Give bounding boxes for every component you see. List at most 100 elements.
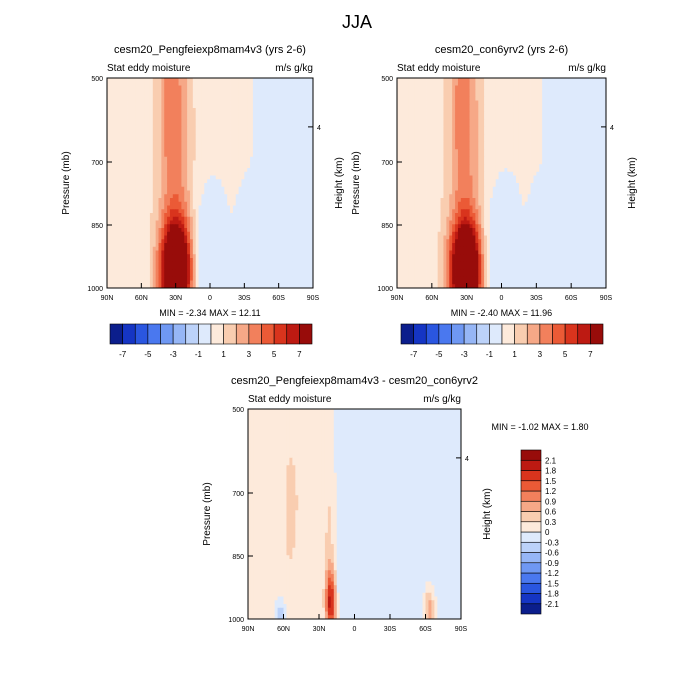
field-cell: [189, 93, 194, 98]
field-cell: [307, 280, 311, 285]
field-cell: [310, 220, 314, 225]
field-cell: [492, 100, 497, 105]
field-cell: [144, 246, 148, 251]
field-cell: [201, 123, 205, 128]
field-cell: [118, 254, 122, 259]
field-cell: [195, 205, 199, 210]
field-cell: [437, 100, 441, 105]
field-cell: [281, 265, 285, 270]
field-cell: [218, 115, 222, 120]
field-cell: [158, 100, 162, 105]
field-cell: [492, 78, 497, 83]
field-cell: [212, 186, 217, 191]
field-cell: [275, 149, 280, 154]
field-cell: [310, 235, 314, 240]
field-cell: [149, 231, 154, 236]
field-cell: [250, 273, 254, 278]
field-cell: [469, 78, 473, 83]
field-cell: [189, 228, 194, 233]
field-cell: [443, 104, 447, 109]
field-cell: [212, 104, 217, 109]
field-cell: [121, 130, 125, 135]
field-cell: [250, 130, 254, 135]
field-cell: [258, 108, 262, 113]
field-cell: [138, 149, 142, 154]
field-cell: [161, 153, 165, 158]
field-cell: [227, 228, 231, 233]
field-cell: [307, 213, 311, 218]
field-cell: [224, 205, 228, 210]
field-cell: [189, 126, 194, 131]
field-cell: [527, 119, 531, 124]
field-cell: [574, 89, 578, 94]
field-cell: [270, 138, 274, 143]
field-cell: [152, 153, 157, 158]
field-cell: [232, 228, 237, 233]
field-cell: [198, 224, 202, 229]
field-cell: [446, 100, 450, 105]
field-cell: [135, 123, 139, 128]
field-cell: [261, 119, 265, 124]
field-cell: [212, 119, 217, 124]
field-cell: [230, 179, 234, 184]
field-cell: [212, 171, 217, 176]
field-cell: [169, 89, 174, 94]
field-cell: [210, 160, 214, 165]
field-cell: [144, 89, 148, 94]
field-cell: [284, 78, 288, 83]
field-cell: [307, 164, 311, 169]
field-cell: [434, 123, 439, 128]
field-cell: [115, 171, 119, 176]
field-cell: [270, 179, 274, 184]
field-cell: [600, 115, 604, 120]
field-cell: [187, 100, 191, 105]
field-cell: [278, 220, 282, 225]
field-cell: [184, 168, 188, 173]
field-cell: [571, 85, 575, 90]
field-cell: [172, 273, 177, 278]
field-cell: [218, 265, 222, 270]
field-cell: [244, 235, 248, 240]
field-cell: [440, 119, 444, 124]
field-cell: [261, 104, 265, 109]
field-cell: [295, 100, 300, 105]
field-cell: [304, 100, 308, 105]
field-cell: [232, 235, 237, 240]
field-cell: [232, 194, 237, 199]
field-cell: [230, 100, 234, 105]
field-cell: [109, 183, 114, 188]
field-cell: [115, 280, 119, 285]
field-cell: [181, 186, 185, 191]
field-cell: [252, 201, 257, 206]
field-cell: [107, 100, 111, 105]
field-cell: [109, 123, 114, 128]
field-cell: [437, 123, 441, 128]
field-cell: [516, 108, 520, 113]
field-cell: [501, 123, 505, 128]
field-cell: [292, 224, 297, 229]
field-cell: [264, 284, 268, 289]
field-cell: [161, 231, 165, 236]
field-cell: [230, 119, 234, 124]
field-cell: [158, 115, 162, 120]
field-cell: [115, 145, 119, 150]
field-cell: [310, 138, 314, 143]
field-cell: [258, 134, 262, 139]
field-cell: [238, 205, 242, 210]
field-cell: [530, 78, 534, 83]
field-cell: [287, 213, 291, 218]
field-cell: [212, 250, 217, 255]
field-cell: [129, 108, 134, 113]
field-cell: [244, 104, 248, 109]
field-cell: [227, 235, 231, 240]
field-cell: [129, 85, 134, 90]
field-cell: [192, 179, 197, 184]
field-cell: [181, 235, 185, 240]
field-cell: [158, 156, 162, 161]
field-cell: [399, 123, 404, 128]
field-cell: [230, 235, 234, 240]
field-cell: [252, 205, 257, 210]
field-cell: [181, 190, 185, 195]
field-cell: [207, 160, 211, 165]
field-cell: [284, 276, 288, 281]
